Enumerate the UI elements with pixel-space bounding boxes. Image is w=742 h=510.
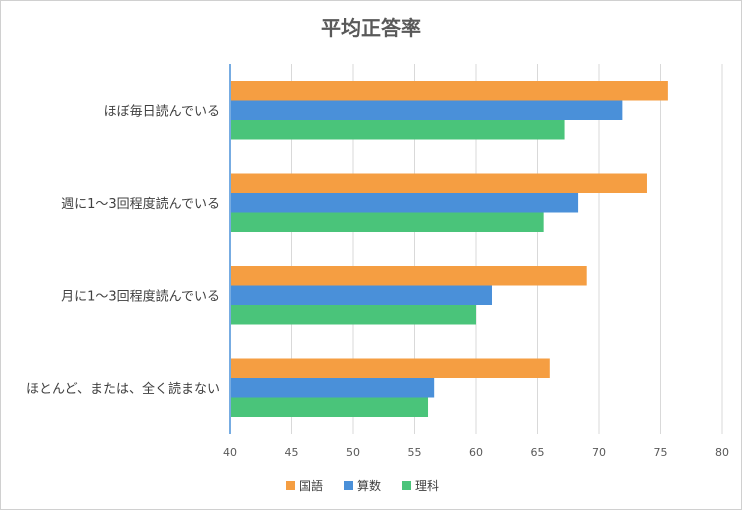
bar-算数-2 <box>231 193 579 213</box>
bar-理科-3 <box>231 305 476 325</box>
bar-理科-4 <box>231 397 429 417</box>
axes: 40 45 50 55 60 65 70 75 80 ほぼ毎日読んでいる週に1～3回程度読んでいる… <box>26 64 729 459</box>
bar-算数-3 <box>231 285 492 305</box>
legend-swatch-国語 <box>286 481 295 490</box>
x-tick-label: 70 <box>592 446 606 459</box>
chart-title: 平均正答率 <box>321 16 421 40</box>
x-tick-label: 60 <box>469 446 483 459</box>
bar-理科-2 <box>231 212 544 232</box>
x-tick-label: 40 <box>223 446 237 459</box>
category-label: 週に1～3回程度読んでいる <box>61 196 220 212</box>
x-tick-label: 80 <box>715 446 729 459</box>
bar-国語-1 <box>231 81 668 101</box>
bar-国語-3 <box>231 266 587 286</box>
bar-算数-4 <box>231 378 435 398</box>
x-tick-label: 45 <box>285 446 299 459</box>
x-tick-label: 65 <box>531 446 545 459</box>
legend-label-算数: 算数 <box>357 478 381 493</box>
bar-算数-1 <box>231 100 623 120</box>
legend-label-理科: 理科 <box>415 479 439 493</box>
legend-swatch-算数 <box>344 481 353 490</box>
legend-swatch-理科 <box>402 481 411 490</box>
bar-理科-1 <box>231 120 565 140</box>
bar-国語-2 <box>231 173 647 193</box>
x-tick-label: 50 <box>346 446 360 459</box>
bars <box>231 81 668 417</box>
legend-label-国語: 国語 <box>299 478 323 493</box>
legend: 国語 算数 理科 <box>286 478 439 493</box>
category-label: 月に1～3回程度読んでいる <box>61 288 220 304</box>
x-tick-label: 75 <box>654 446 668 459</box>
category-label: ほとんど、または、全く読まない <box>26 381 220 397</box>
bar-国語-4 <box>231 358 550 378</box>
x-tick-label: 55 <box>408 446 422 459</box>
category-label: ほぼ毎日読んでいる <box>104 103 220 119</box>
